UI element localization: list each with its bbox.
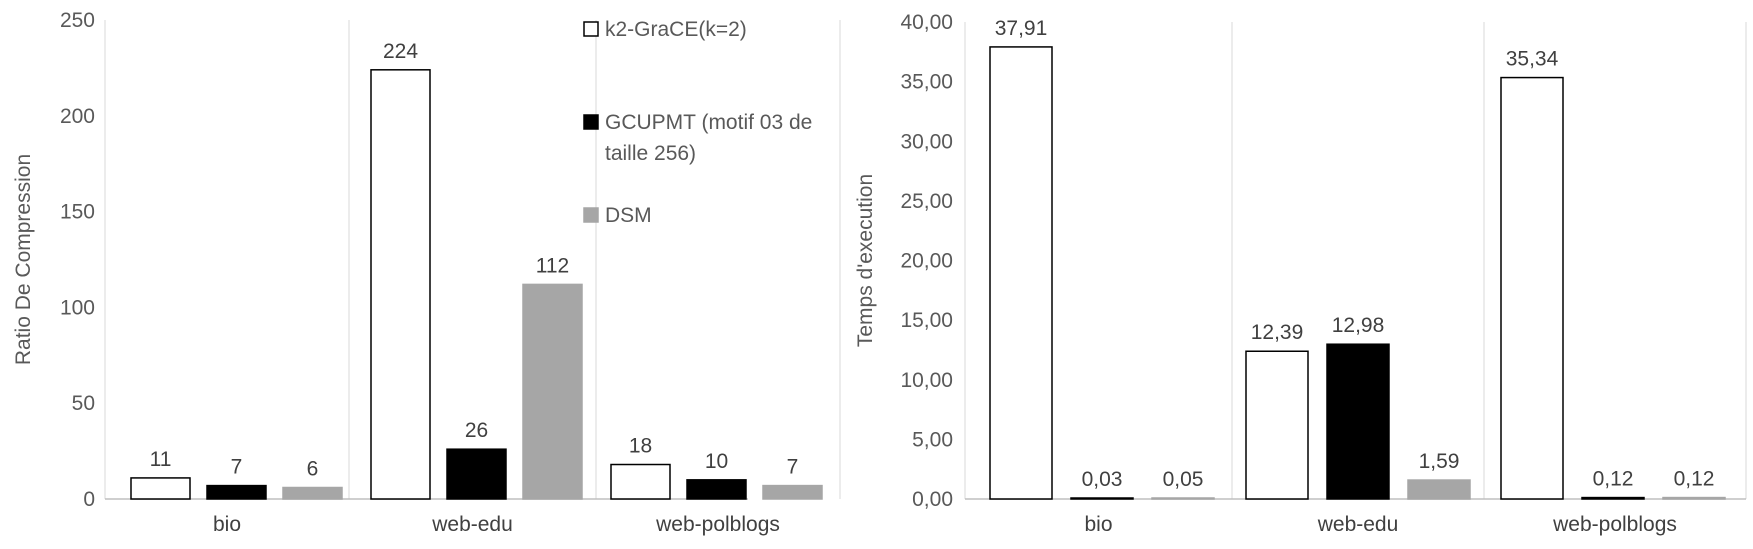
time-bar-bio-series-1 bbox=[989, 46, 1053, 500]
ratio-y-tick-label: 250 bbox=[60, 9, 95, 32]
compression-ratio-chart: 0 50 100 150 200 250 Ratio De Compression 11 7 6 b… bbox=[12, 9, 841, 536]
ratio-y-axis-title: Ratio De Compression bbox=[12, 154, 35, 365]
time-data-label: 0,12 bbox=[1593, 468, 1634, 491]
ratio-y-tick-label: 0 bbox=[83, 488, 95, 511]
time-data-label: 12,98 bbox=[1332, 314, 1385, 337]
time-data-label: 0,05 bbox=[1163, 468, 1204, 491]
time-y-tick-label: 0,00 bbox=[912, 488, 953, 511]
ratio-data-label: 6 bbox=[307, 458, 319, 481]
time-y-tick-label: 30,00 bbox=[900, 130, 953, 153]
time-bar-bio-series-2 bbox=[1070, 497, 1134, 500]
ratio-bar-web-edu-series-2 bbox=[446, 448, 507, 500]
ratio-data-label: 11 bbox=[150, 448, 172, 471]
ratio-bar-web-polblogs-series-2 bbox=[686, 479, 747, 500]
time-data-label: 1,59 bbox=[1419, 450, 1460, 473]
time-bar-web-polblogs-series-3 bbox=[1662, 496, 1726, 500]
ratio-data-label: 18 bbox=[629, 435, 652, 458]
ratio-y-tick-label: 200 bbox=[60, 105, 95, 128]
time-y-tick-label: 10,00 bbox=[900, 369, 953, 392]
legend: k2-GraCE(k=2) GCUPMT (motif 03 de taille 2… bbox=[583, 18, 812, 227]
ratio-y-tick-label: 150 bbox=[60, 201, 95, 224]
ratio-data-label: 7 bbox=[787, 456, 799, 479]
ratio-bar-web-polblogs-series-1 bbox=[610, 463, 671, 500]
time-y-tick-label: 40,00 bbox=[900, 11, 953, 34]
time-data-label: 12,39 bbox=[1251, 321, 1304, 344]
legend-swatch-series-1 bbox=[583, 21, 599, 37]
ratio-data-label: 7 bbox=[231, 456, 243, 479]
time-data-label: 35,34 bbox=[1506, 48, 1559, 71]
execution-time-chart: 0,00 5,00 10,00 15,00 20,00 25,00 30,00 35,00 40… bbox=[854, 11, 1747, 536]
time-category-label: web-edu bbox=[1317, 513, 1399, 536]
ratio-data-label: 112 bbox=[536, 254, 569, 277]
time-category-label: bio bbox=[1084, 513, 1112, 536]
time-bar-web-edu-series-3 bbox=[1407, 479, 1471, 500]
time-bar-web-edu-series-1 bbox=[1245, 350, 1309, 500]
time-y-axis-title: Temps d'execution bbox=[854, 174, 877, 347]
time-category-label: web-polblogs bbox=[1552, 513, 1677, 536]
time-bar-web-edu-series-2 bbox=[1326, 343, 1390, 500]
time-y-tick-label: 15,00 bbox=[900, 309, 953, 332]
time-y-tick-label: 25,00 bbox=[900, 190, 953, 213]
ratio-data-label: 224 bbox=[383, 40, 418, 63]
ratio-bar-web-polblogs-series-3 bbox=[762, 484, 823, 500]
time-y-tick-label: 20,00 bbox=[900, 250, 953, 273]
legend-label: k2-GraCE(k=2) bbox=[605, 18, 747, 41]
ratio-category-label: web-polblogs bbox=[655, 513, 780, 536]
legend-label: taille 256) bbox=[605, 142, 696, 165]
legend-label: DSM bbox=[605, 204, 652, 227]
ratio-y-tick-label: 50 bbox=[72, 392, 95, 415]
ratio-y-tick-label: 100 bbox=[60, 296, 95, 319]
time-data-label: 0,03 bbox=[1082, 468, 1123, 491]
ratio-data-label: 26 bbox=[465, 419, 488, 442]
time-bar-web-polblogs-series-1 bbox=[1500, 76, 1564, 500]
ratio-category-label: bio bbox=[213, 513, 241, 536]
legend-label: GCUPMT (motif 03 de bbox=[605, 111, 812, 134]
ratio-bar-bio-series-2 bbox=[206, 484, 267, 500]
legend-swatch-series-3 bbox=[583, 207, 599, 223]
time-bar-bio-series-3 bbox=[1151, 497, 1215, 500]
time-y-tick-label: 35,00 bbox=[900, 71, 953, 94]
ratio-data-label: 10 bbox=[705, 450, 728, 473]
time-y-tick-label: 5,00 bbox=[912, 428, 953, 451]
ratio-bar-web-edu-series-3 bbox=[522, 283, 583, 500]
legend-swatch-series-2 bbox=[583, 114, 599, 130]
ratio-bar-web-edu-series-1 bbox=[370, 69, 431, 500]
ratio-bar-bio-series-3 bbox=[282, 486, 343, 500]
time-bar-web-polblogs-series-2 bbox=[1581, 496, 1645, 500]
time-data-label: 37,91 bbox=[995, 17, 1048, 40]
ratio-category-label: web-edu bbox=[431, 513, 513, 536]
time-data-label: 0,12 bbox=[1674, 468, 1715, 491]
ratio-bar-bio-series-1 bbox=[130, 477, 191, 500]
